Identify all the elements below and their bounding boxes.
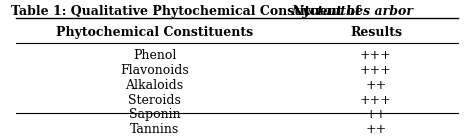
Text: Flavonoids: Flavonoids [120, 64, 189, 77]
Text: +++: +++ [360, 94, 392, 107]
Text: ++: ++ [365, 79, 387, 92]
Text: +++: +++ [360, 49, 392, 62]
Text: ++: ++ [365, 108, 387, 121]
Text: +++: +++ [360, 64, 392, 77]
Text: ++: ++ [365, 123, 387, 136]
Text: Nyctanthes arbor: Nyctanthes arbor [291, 5, 413, 18]
Text: Steroids: Steroids [128, 94, 181, 107]
Text: Alkaloids: Alkaloids [126, 79, 183, 92]
Text: Phenol: Phenol [133, 49, 176, 62]
Text: Tannins: Tannins [130, 123, 179, 136]
Text: Phytochemical Constituents: Phytochemical Constituents [56, 26, 253, 39]
Text: Saponin: Saponin [129, 108, 180, 121]
Text: Table 1: Qualitative Phytochemical Constituent of: Table 1: Qualitative Phytochemical Const… [11, 5, 365, 18]
Text: Results: Results [350, 26, 402, 39]
